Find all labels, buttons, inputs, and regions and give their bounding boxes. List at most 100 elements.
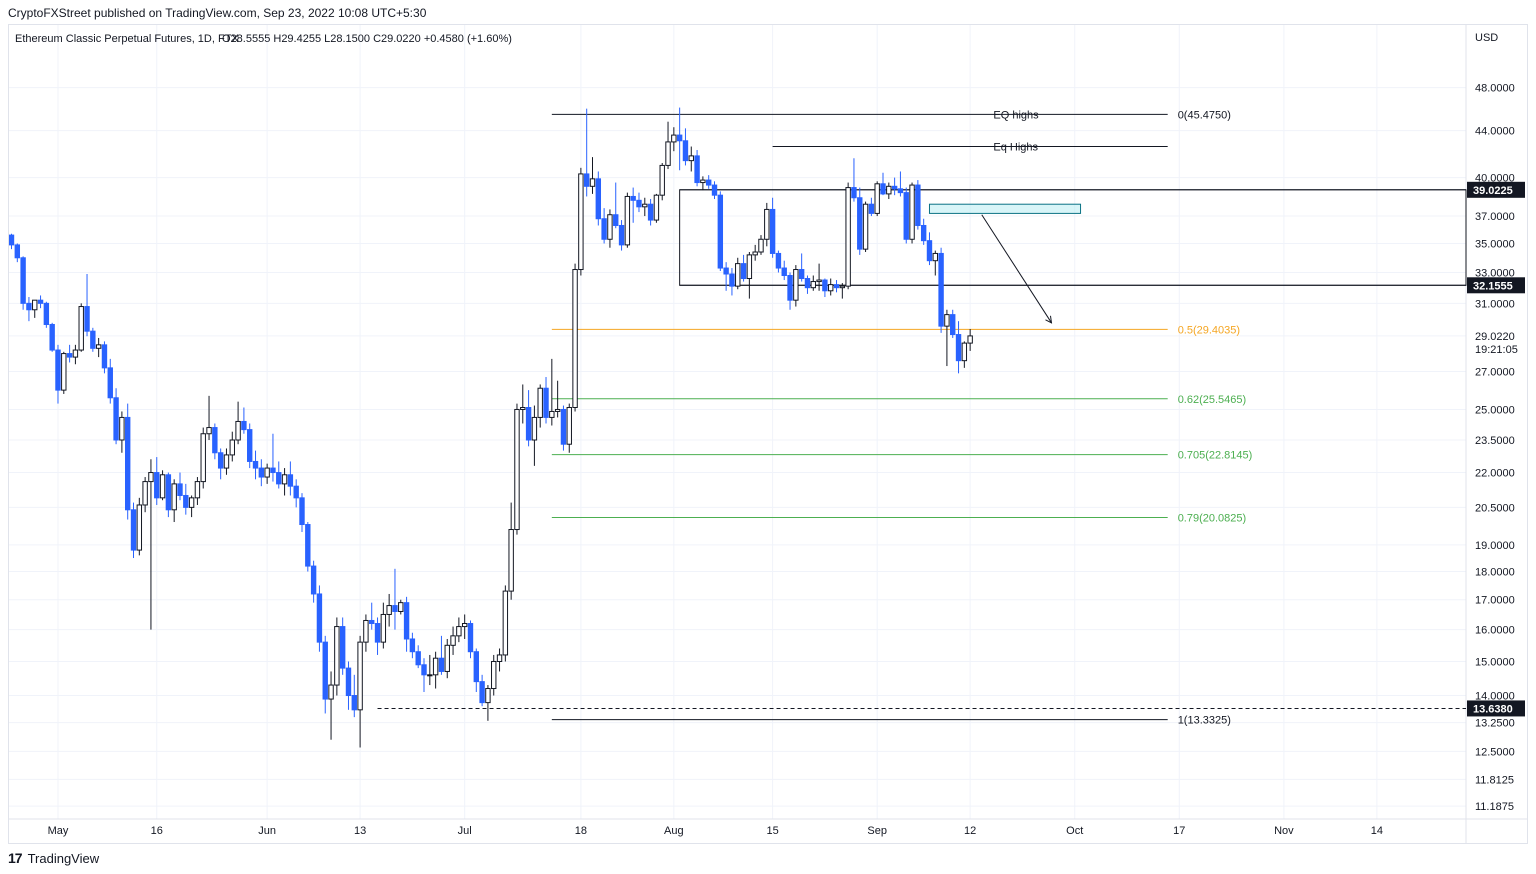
chart-frame[interactable]: 0(45.4750) 0.5(29.4035) 0.62(25.5465) 0.705… [8, 24, 1528, 844]
candle-body [345, 667, 352, 697]
tradingview-logo-icon: 17 [8, 850, 23, 866]
candle-body [514, 408, 520, 531]
candle-body [746, 254, 753, 280]
price-tick-label: 31.0000 [1475, 298, 1515, 310]
candle-body [258, 467, 265, 478]
candle-body [374, 623, 381, 643]
candle-body [537, 387, 543, 418]
candle-body [671, 134, 677, 143]
candle-body [607, 214, 613, 240]
candle-body [90, 330, 96, 349]
candle-body [310, 565, 317, 595]
candle-body [566, 407, 572, 445]
time-tick-label: Nov [1274, 825, 1294, 837]
price-tick-label: 19.0000 [1475, 540, 1515, 552]
candle-body [787, 275, 793, 301]
candle-body [781, 267, 787, 277]
candle-body [351, 695, 357, 711]
candle-body [444, 644, 450, 672]
candle-body [339, 626, 346, 669]
candle-body [461, 623, 468, 628]
candle-body [334, 626, 340, 686]
candle-body [485, 688, 491, 704]
candle-body [183, 494, 189, 508]
candle-body [200, 433, 206, 483]
publisher-header: CryptoFXStreet published on TradingView.… [8, 6, 426, 20]
price-axis-currency: USD [1475, 32, 1498, 44]
candle-body [926, 240, 933, 262]
price-tick-label: 14.0000 [1475, 691, 1515, 703]
candle-body [107, 367, 113, 399]
candle-body [95, 344, 102, 349]
candle-body [804, 278, 811, 289]
candle-body [264, 467, 270, 478]
candle-body [549, 410, 555, 418]
candle-body [793, 269, 799, 301]
time-tick-label: Jun [258, 825, 276, 837]
candle-body [270, 467, 276, 474]
candle-body [223, 454, 230, 469]
candle-body [281, 474, 288, 485]
price-tick-label: 40.0000 [1475, 173, 1515, 185]
candle-body [66, 353, 73, 358]
candle-body [967, 335, 973, 344]
candle-body [113, 397, 119, 441]
candle-body [909, 184, 915, 240]
price-tick-label: 48.0000 [1475, 83, 1515, 95]
legend-ohlc: O28.5555 H29.4255 L28.1500 C29.0220 +0.4… [222, 33, 512, 45]
candle-body [456, 626, 462, 637]
candle-body [764, 208, 770, 240]
candle-body [880, 183, 886, 195]
projection-arrow-head [1045, 315, 1053, 324]
candle-body [502, 590, 509, 656]
candle-body [496, 654, 503, 662]
candle-body [415, 651, 421, 666]
tradingview-logo[interactable]: 17 TradingView [8, 850, 99, 866]
candle-body [119, 416, 125, 441]
candle-body [525, 407, 532, 441]
candle-body [43, 302, 50, 325]
candle-body [706, 179, 712, 186]
candle-body [810, 281, 816, 289]
candle-body [14, 244, 21, 259]
candle-body [159, 474, 166, 499]
candle-body [851, 187, 857, 199]
candle-body [636, 199, 642, 208]
candle-body [932, 252, 938, 262]
candle-body [752, 251, 758, 256]
price-badge [1467, 277, 1525, 294]
candle-body [293, 485, 299, 499]
candle-body [409, 638, 416, 653]
candle-body [531, 416, 538, 441]
candle-body [816, 279, 822, 283]
candle-body [554, 408, 561, 412]
candle-body [578, 173, 584, 271]
annotation-eq-highs-2: Eq Highs [993, 142, 1038, 154]
candle-body [305, 524, 311, 567]
candle-body [891, 185, 898, 190]
price-tick-label: 11.1875 [1475, 801, 1514, 813]
candle-body [171, 483, 177, 511]
candlestick-chart[interactable]: 0(45.4750) 0.5(29.4035) 0.62(25.5465) 0.705… [9, 25, 1527, 843]
candle-body [735, 263, 741, 287]
price-tick-label: 33.0000 [1475, 268, 1515, 280]
candle-body [287, 474, 294, 487]
price-tick-label: 12.5000 [1475, 746, 1515, 758]
candle-body [822, 279, 828, 292]
candle-body [32, 299, 38, 311]
time-tick-label: 17 [1173, 825, 1185, 837]
candle-body [595, 178, 602, 220]
candle-body [920, 224, 927, 242]
candle-body [72, 349, 79, 358]
candle-body [432, 657, 439, 676]
candle-body [630, 195, 636, 201]
candle-body [915, 184, 921, 226]
time-tick-label: 13 [354, 825, 366, 837]
price-tick-label: 20.5000 [1475, 502, 1515, 514]
candle-body [845, 187, 851, 287]
candle-body [299, 497, 305, 526]
legend-symbol: Ethereum Classic Perpetual Futures, 1D, … [15, 33, 239, 45]
candle-body [20, 257, 26, 304]
fib-level-label: 0.62(25.5465) [1178, 394, 1247, 406]
candle-body [711, 184, 718, 196]
